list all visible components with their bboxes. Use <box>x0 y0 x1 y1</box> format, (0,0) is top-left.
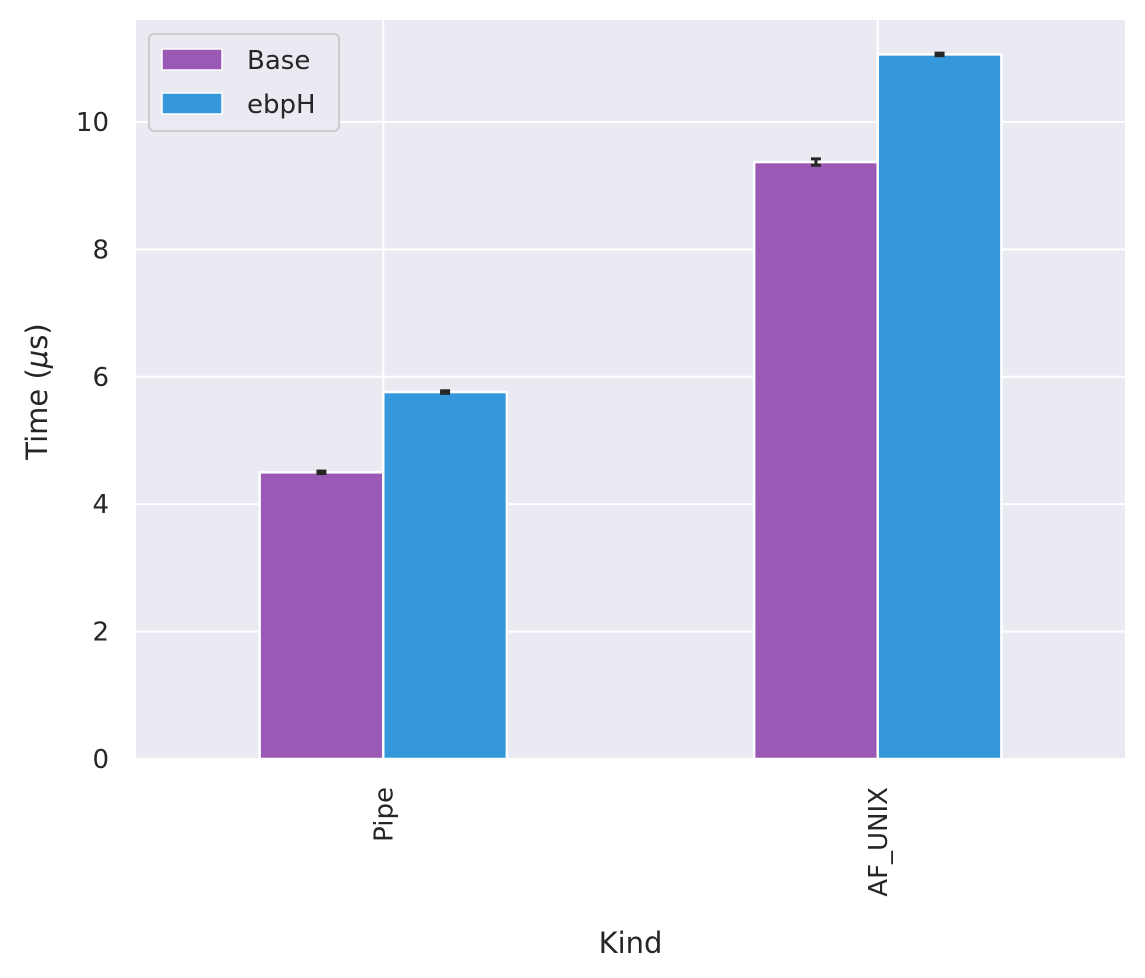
error-bar <box>810 157 821 167</box>
bars <box>258 53 1003 761</box>
x-axis-ticks: Pipe AF_UNIX <box>369 787 894 897</box>
bar-base-af-unix <box>752 160 879 761</box>
y-axis-label-suffix: s) <box>20 323 54 349</box>
legend-label-ebph: ebpH <box>247 90 316 120</box>
error-bars <box>316 51 945 476</box>
x-tick-label: AF_UNIX <box>864 787 894 897</box>
error-bar <box>934 51 945 58</box>
x-axis-label: Kind <box>599 926 663 960</box>
x-tick-label: Pipe <box>369 787 399 842</box>
y-tick-label: 4 <box>92 490 109 520</box>
y-tick-label: 6 <box>92 363 109 393</box>
y-tick-label: 10 <box>76 108 109 138</box>
bar-ebph-pipe <box>382 390 509 761</box>
bar-base-pipe <box>258 471 385 761</box>
bar-ebph-af-unix <box>876 53 1003 761</box>
legend-swatch-ebph <box>161 92 223 115</box>
y-axis-label-unit-mu: μ <box>20 350 54 369</box>
legend-swatch-base <box>161 48 223 71</box>
y-axis-label-prefix: Time ( <box>20 368 54 461</box>
error-bar <box>440 389 451 395</box>
y-tick-label: 2 <box>92 618 109 648</box>
y-axis-ticks: 0 2 4 6 8 10 <box>76 108 109 775</box>
y-tick-label: 8 <box>92 235 109 265</box>
legend-label-base: Base <box>247 46 310 76</box>
error-bar <box>316 469 327 476</box>
legend: Base ebpH <box>148 33 340 132</box>
y-tick-label: 0 <box>92 745 109 775</box>
y-axis-label: Time (μs) <box>20 323 54 460</box>
